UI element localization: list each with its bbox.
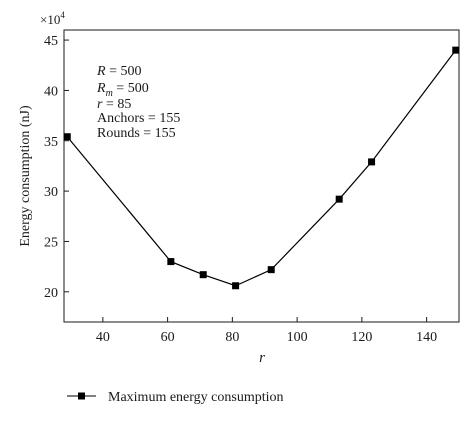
x-tick-label: 80	[225, 330, 239, 345]
legend-label: Maximum energy consumption	[108, 390, 284, 405]
y-tick-label: 25	[44, 235, 58, 250]
legend: Maximum energy consumption	[67, 390, 284, 405]
y-tick-label: 20	[44, 286, 58, 301]
data-point	[267, 266, 275, 274]
data-point	[368, 158, 376, 166]
y-tick-label: 35	[44, 135, 58, 150]
parameter-annotation: R = 500 Rm = 500 r = 85 Anchors = 155 Ro…	[96, 64, 180, 141]
y-tick-label: 30	[44, 185, 58, 200]
y-axis-ticks: 20 25 30 35 40 45	[44, 34, 69, 301]
x-tick-label: 60	[161, 330, 175, 345]
param-r: r = 85	[97, 97, 131, 112]
series-line	[66, 49, 457, 287]
param-rounds: Rounds = 155	[97, 126, 176, 141]
y-tick-label: 45	[44, 34, 58, 49]
data-point	[63, 133, 71, 141]
plot-frame	[63, 29, 460, 323]
x-tick-label: 140	[416, 330, 437, 345]
data-point	[452, 46, 460, 54]
data-point	[199, 271, 207, 279]
y-multiplier: ×104	[40, 10, 65, 27]
x-tick-label: 40	[96, 330, 110, 345]
param-anchors: Anchors = 155	[97, 111, 180, 126]
data-point	[167, 258, 175, 266]
param-Rm: Rm = 500	[96, 81, 149, 99]
x-axis-ticks: 40 60 80 100 120 140	[96, 317, 437, 345]
x-axis-label: r	[259, 350, 265, 366]
param-R: R = 500	[96, 64, 141, 79]
data-point	[232, 282, 240, 290]
y-axis-label: Energy consumption (nJ)	[18, 105, 33, 247]
x-tick-label: 120	[351, 330, 372, 345]
y-tick-label: 40	[44, 84, 58, 99]
data-point	[335, 195, 343, 203]
series-layer	[63, 46, 460, 290]
x-tick-label: 100	[287, 330, 308, 345]
legend-marker	[78, 392, 85, 400]
